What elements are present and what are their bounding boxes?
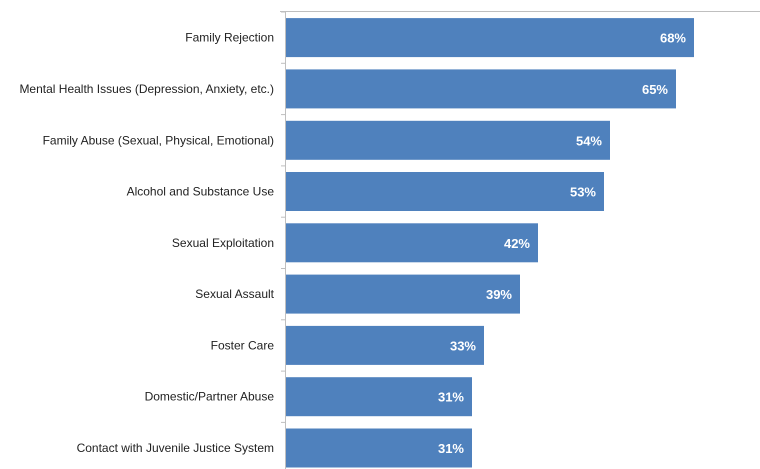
value-label-9: 31%: [438, 441, 464, 456]
category-label-7: Foster Care: [211, 338, 275, 352]
value-label-7: 33%: [450, 338, 476, 353]
value-label-8: 31%: [438, 390, 464, 405]
bar-8: [286, 377, 472, 417]
bar-2: [286, 69, 676, 109]
category-label-2: Mental Health Issues (Depression, Anxiet…: [19, 82, 274, 96]
axes-group: [280, 11, 760, 469]
bar-3: [286, 120, 610, 160]
value-label-3: 54%: [576, 133, 602, 148]
value-label-1: 68%: [660, 31, 686, 46]
bar-5: [286, 223, 538, 263]
category-label-1: Family Rejection: [185, 31, 274, 45]
value-label-6: 39%: [486, 287, 512, 302]
category-labels-group: Family Rejection Mental Health Issues (De…: [19, 31, 274, 455]
bars-group: [286, 18, 694, 468]
value-label-2: 65%: [642, 82, 668, 97]
category-label-9: Contact with Juvenile Justice System: [77, 441, 274, 455]
category-label-6: Sexual Assault: [195, 287, 274, 301]
bar-7: [286, 325, 484, 365]
value-label-4: 53%: [570, 185, 596, 200]
bar-6: [286, 274, 520, 314]
category-label-5: Sexual Exploitation: [172, 236, 274, 250]
category-label-8: Domestic/Partner Abuse: [145, 390, 275, 404]
value-label-5: 42%: [504, 236, 530, 251]
bar-9: [286, 428, 472, 468]
value-labels-group: 68% 65% 54% 53% 42% 39% 33% 31% 31%: [438, 31, 686, 456]
category-label-3: Family Abuse (Sexual, Physical, Emotiona…: [43, 133, 274, 147]
bar-4: [286, 172, 604, 211]
category-label-4: Alcohol and Substance Use: [127, 185, 275, 199]
bar-1: [286, 18, 694, 58]
